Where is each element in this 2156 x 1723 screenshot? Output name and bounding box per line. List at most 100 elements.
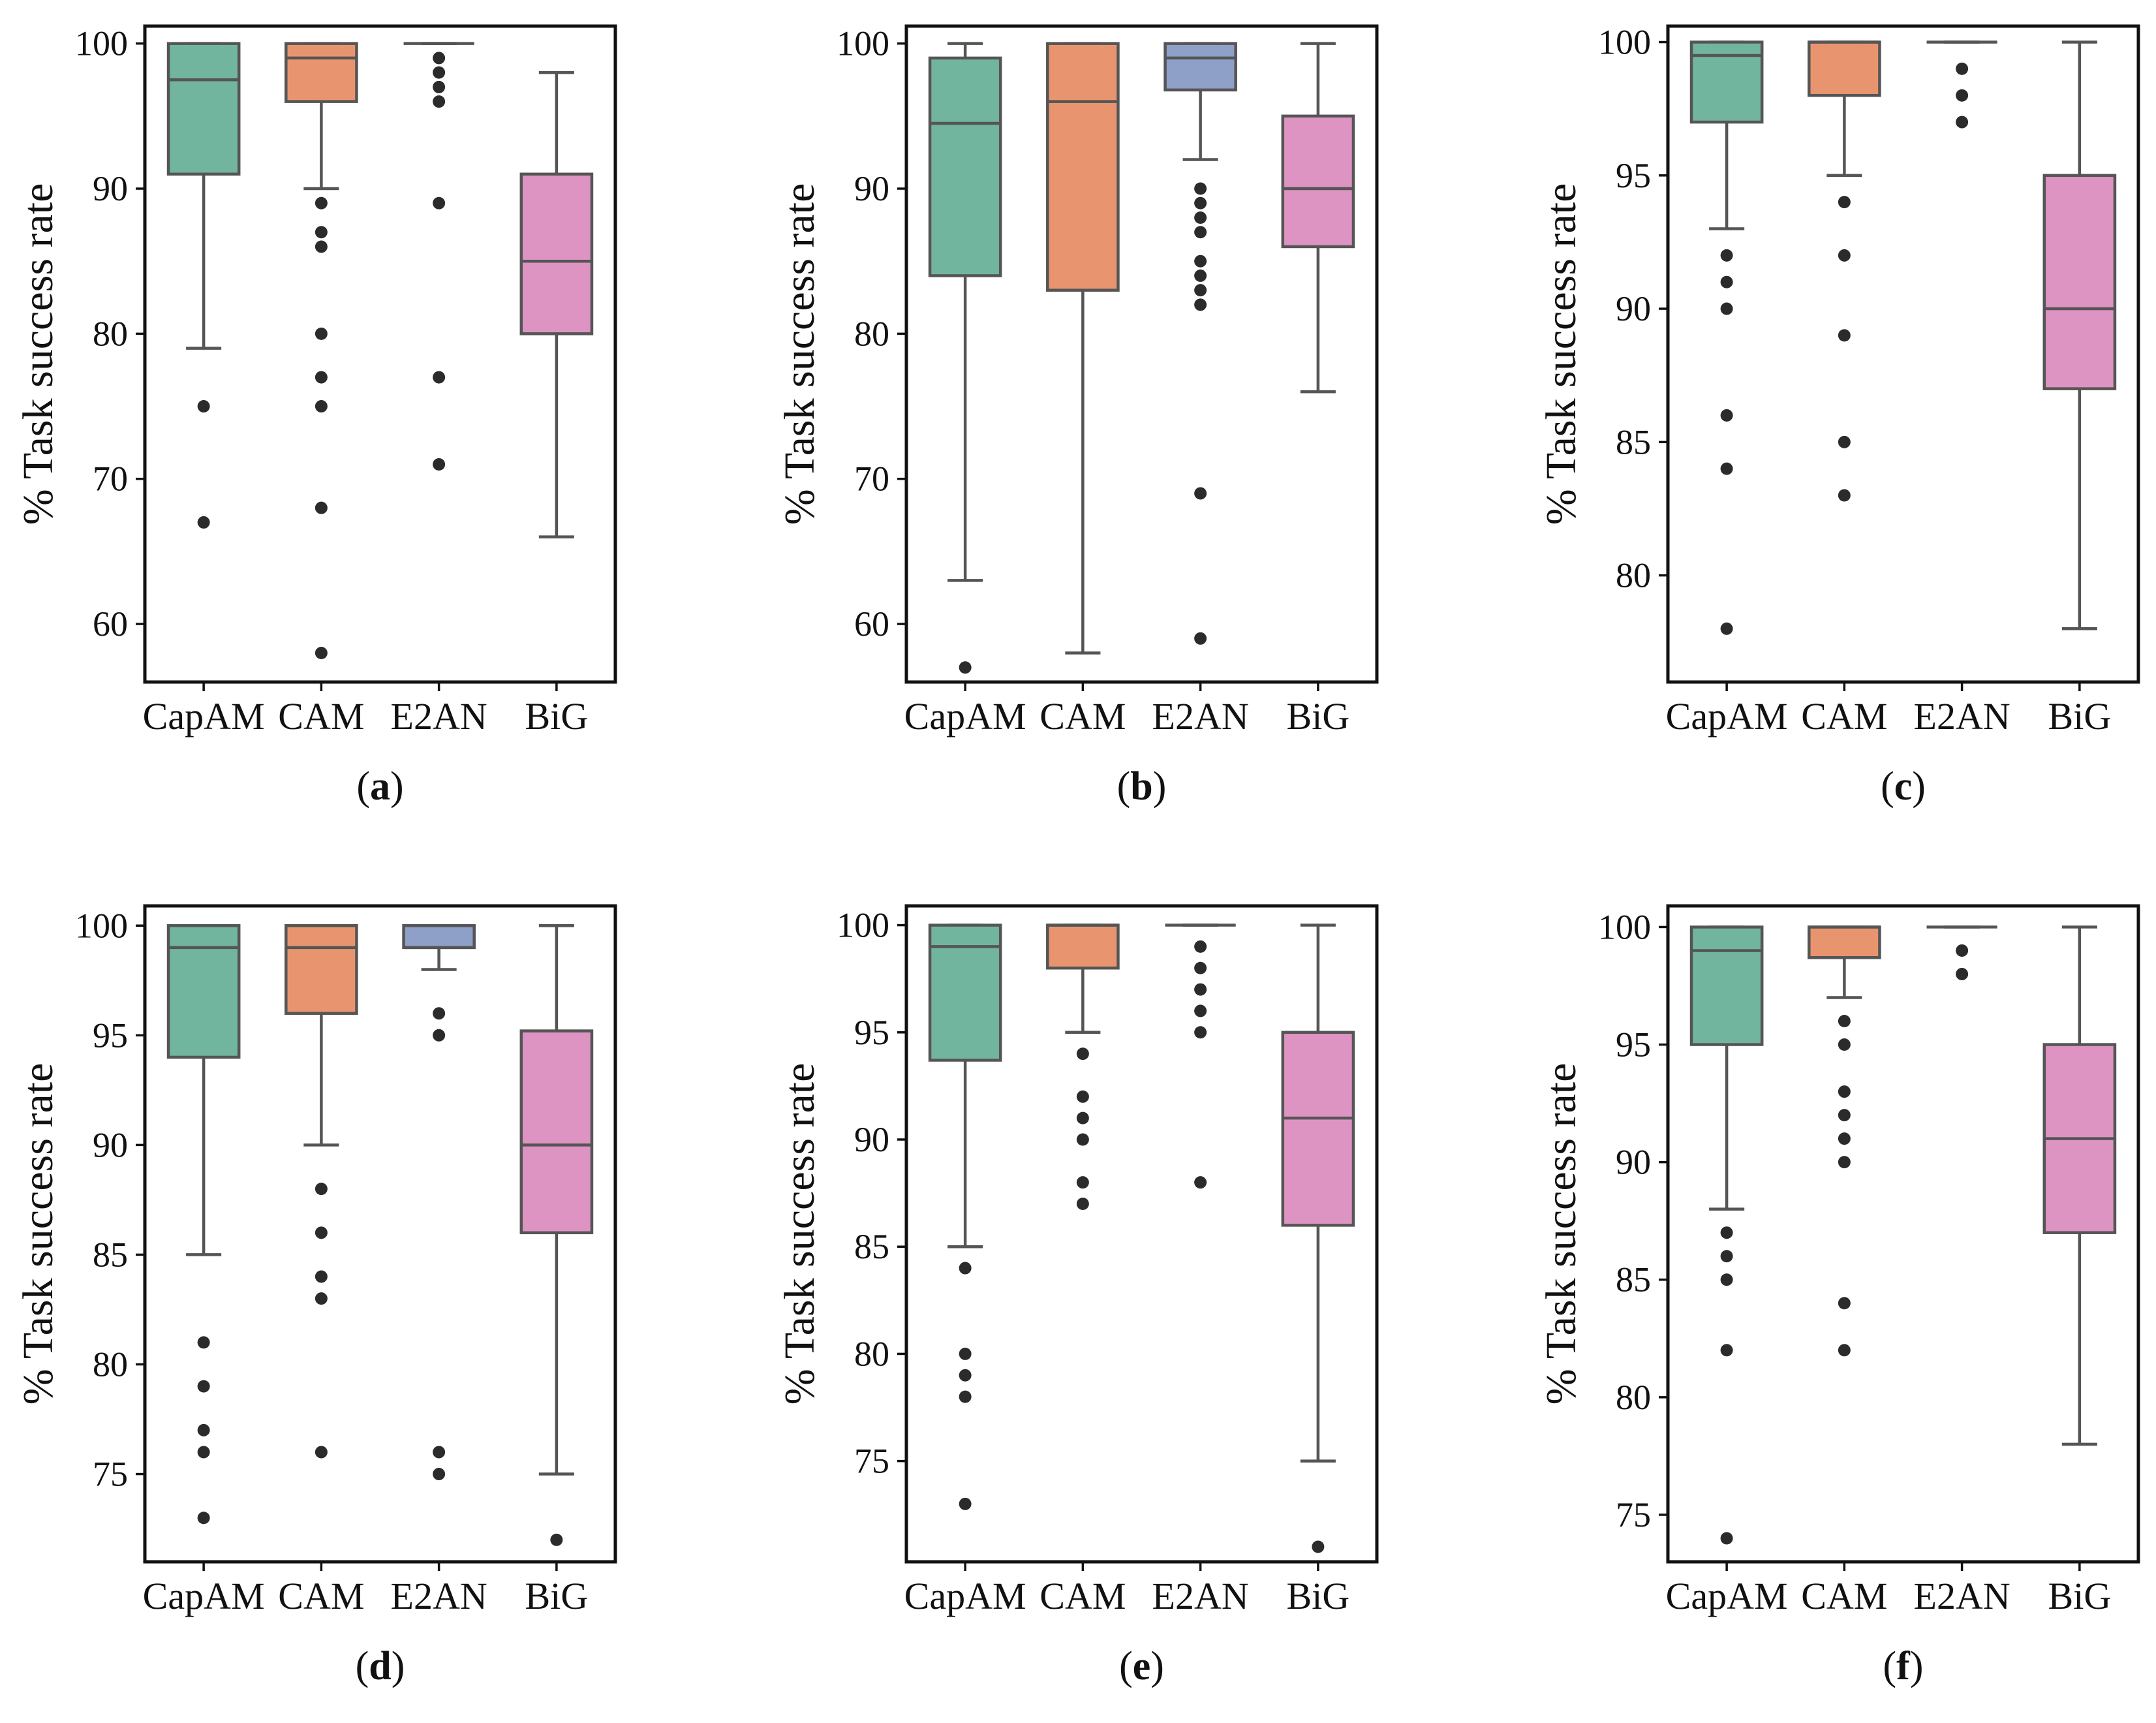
- x-category-label: CapAM: [143, 695, 265, 737]
- outlier-point: [1838, 1132, 1851, 1145]
- outlier-point: [197, 400, 210, 413]
- chart-panel-5: 75 80 85 90 95 100 CapAM CAM E2AN BiG % Task succe…: [776, 904, 1379, 1688]
- outlier-point: [315, 1292, 328, 1305]
- x-category-label: BiG: [2048, 695, 2112, 737]
- panel-label-open: (: [356, 764, 370, 809]
- outlier-point: [1720, 409, 1733, 422]
- box-body: [1281, 1031, 1355, 1227]
- panel-label: (a): [356, 764, 403, 809]
- panel-label-open: (: [1881, 764, 1894, 809]
- panel-label-close: ): [390, 764, 404, 809]
- outlier-point: [1838, 1085, 1851, 1098]
- outlier-point: [433, 66, 446, 79]
- panel-label-letter: e: [1133, 1644, 1151, 1688]
- y-tick-label: 85: [93, 1235, 128, 1274]
- plot-frame: [1666, 904, 2140, 1564]
- box-big: [1281, 42, 1355, 394]
- box-body: [928, 56, 1002, 277]
- outlier-point: [959, 1497, 972, 1510]
- outlier-point: [315, 1183, 328, 1196]
- box-body: [166, 924, 241, 1059]
- x-category-label: CapAM: [1666, 1575, 1788, 1617]
- outlier-point: [315, 240, 328, 253]
- outlier-point: [315, 196, 328, 210]
- panel-label: (d): [356, 1644, 405, 1688]
- outlier-point: [1838, 249, 1851, 262]
- outlier-point: [197, 516, 210, 529]
- outlier-point: [959, 1369, 972, 1382]
- panel-label-open: (: [356, 1644, 369, 1688]
- outlier-point: [1194, 298, 1207, 311]
- x-category-label: CAM: [1801, 695, 1887, 737]
- panel-label-open: (: [1117, 764, 1131, 809]
- outlier-point: [1194, 983, 1207, 996]
- box-body: [1689, 925, 1764, 1046]
- y-tick-label: 80: [93, 1344, 128, 1384]
- outlier-point: [1076, 1176, 1089, 1189]
- y-tick-label: 60: [93, 604, 128, 644]
- outlier-point: [1194, 284, 1207, 297]
- box-capam: [1689, 40, 1764, 635]
- y-axis-title: % Task success rate: [14, 1063, 62, 1405]
- panel-label-close: ): [392, 1644, 405, 1688]
- x-category-label: CAM: [1801, 1575, 1887, 1617]
- outlier-point: [433, 371, 446, 384]
- box-capam: [928, 924, 1002, 1510]
- outlier-point: [1076, 1048, 1089, 1061]
- y-axis-title: % Task success rate: [776, 183, 824, 525]
- y-tick-label: 75: [854, 1442, 889, 1481]
- outlier-point: [197, 1446, 210, 1459]
- outlier-point: [959, 1262, 972, 1275]
- y-tick-label: 85: [1616, 422, 1651, 461]
- x-category-label: CapAM: [143, 1575, 265, 1617]
- box-cam: [285, 924, 358, 1459]
- outlier-point: [1194, 487, 1207, 500]
- panel-label-open: (: [1119, 1644, 1133, 1688]
- panel-label: (b): [1117, 764, 1167, 809]
- box-body: [402, 924, 476, 950]
- outlier-point: [1720, 249, 1733, 262]
- panel-label: (f): [1883, 1644, 1924, 1688]
- plot-frame: [904, 904, 1379, 1564]
- plot-frame: [1666, 24, 2140, 684]
- x-category-label: CAM: [278, 1575, 364, 1617]
- outlier-point: [1312, 1540, 1325, 1553]
- box-big: [519, 70, 594, 538]
- outlier-point: [1194, 196, 1207, 210]
- y-tick-label: 60: [854, 604, 889, 644]
- x-category-label: CAM: [1040, 695, 1126, 737]
- outlier-point: [1194, 211, 1207, 224]
- box-e2an: [403, 42, 474, 471]
- x-category-label: E2AN: [1914, 1575, 2010, 1617]
- outlier-point: [1194, 632, 1207, 645]
- box-body: [1808, 925, 1881, 959]
- y-tick-label: 90: [93, 169, 128, 208]
- outlier-point: [315, 647, 328, 660]
- box-body: [1046, 924, 1120, 970]
- outlier-point: [959, 1347, 972, 1360]
- box-capam: [166, 924, 241, 1525]
- y-tick-label: 100: [1598, 907, 1651, 946]
- y-tick-label: 90: [854, 169, 889, 208]
- box-cam: [1046, 924, 1120, 1211]
- y-tick-label: 90: [854, 1120, 889, 1159]
- y-tick-label: 85: [854, 1227, 889, 1266]
- outlier-point: [1720, 462, 1733, 475]
- outlier-point: [1720, 1273, 1733, 1286]
- outlier-point: [433, 196, 446, 210]
- outlier-point: [1720, 1344, 1733, 1357]
- outlier-point: [1838, 1109, 1851, 1122]
- outlier-point: [1194, 269, 1207, 282]
- outlier-point: [550, 1533, 563, 1546]
- outlier-point: [1956, 944, 1969, 957]
- panel-label: (e): [1119, 1644, 1164, 1688]
- outlier-point: [1838, 489, 1851, 502]
- panel-label-letter: d: [369, 1644, 391, 1688]
- outlier-point: [315, 327, 328, 340]
- outlier-point: [433, 1007, 446, 1020]
- outlier-point: [1838, 1015, 1851, 1028]
- outlier-point: [1838, 435, 1851, 448]
- chart-panel-1: 60 70 80 90 100 CapAM CAM E2AN BiG % Task success…: [14, 24, 617, 809]
- outlier-point: [433, 1446, 446, 1459]
- outlier-point: [197, 1336, 210, 1349]
